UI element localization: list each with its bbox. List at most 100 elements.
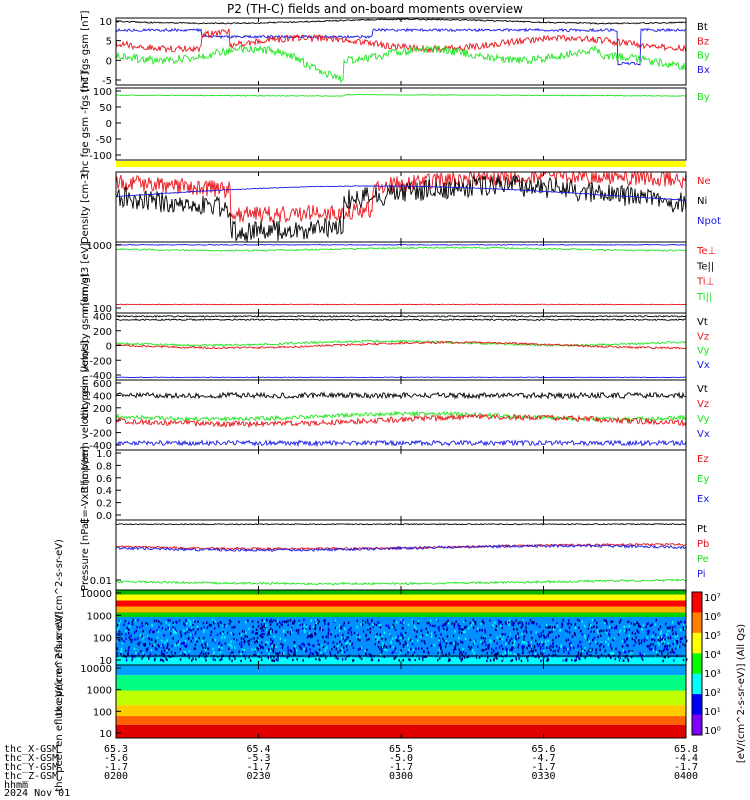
ytick-fge: 100 — [93, 87, 112, 98]
ytick-efield: 0.8 — [96, 461, 112, 472]
footer-label: thc_X-GSM — [4, 753, 58, 764]
ytick-fge: -50 — [96, 135, 112, 146]
series-ne — [115, 170, 687, 224]
footer-value: -4.4 — [674, 753, 698, 764]
legend-temperature-Te||: Te|| — [696, 261, 714, 272]
legend-pressure-Pb: Pb — [697, 539, 709, 550]
legend-pressure-Pt: Pt — [697, 524, 707, 535]
ytick-fge: 0 — [106, 119, 112, 130]
series-npot — [115, 185, 686, 201]
xtick: 65.5 — [389, 744, 413, 755]
legend-density-Npot: Npot — [697, 216, 721, 227]
ytick-fge: -100 — [89, 151, 112, 162]
ytick-peer: 1000 — [87, 686, 112, 697]
plot-title: P2 (TH-C) fields and on-board moments ov… — [227, 2, 523, 16]
ylabel-temperature: mom gt3 [eV] — [80, 243, 91, 312]
footer-label: thc_Y-GSM — [4, 762, 58, 773]
legend-peim_velocity-Vz: Vz — [697, 331, 709, 342]
panel-frame-5 — [115, 379, 687, 451]
series-peem-vt — [115, 391, 687, 400]
series-bx — [115, 27, 687, 66]
spectrogram-peir-noise — [116, 618, 688, 663]
series-ti-perp — [115, 303, 687, 306]
ylabel-peir: thc peir en eflux eV/(cm^2-s-sr-eV) — [54, 539, 65, 716]
legend-peem_velocity-Vx: Vx — [697, 429, 710, 440]
ytick-peim_velocity: -200 — [89, 356, 112, 367]
legend-temperature-Te⊥: Te⊥ — [696, 246, 716, 257]
legend-density-Ni: Ni — [697, 196, 707, 207]
series-peim-vy — [115, 339, 687, 347]
ytick-fgs: 0 — [106, 56, 112, 67]
ylabel-peem_velocity: thc peem velocity gsm [km/s] — [80, 340, 91, 489]
ytick-temperature: 1000 — [87, 241, 112, 252]
xtick: 65.3 — [104, 744, 128, 755]
ytick-fge: 50 — [99, 103, 112, 114]
spectrogram-peer — [116, 665, 686, 738]
ytick-peem_velocity: 0 — [106, 416, 112, 427]
ytick-efield: 0.6 — [96, 474, 112, 485]
xtick: 65.8 — [674, 744, 698, 755]
ylabel-peim_velocity: thc peim velocity gsm [km/s] — [80, 274, 91, 420]
footer-value: 0400 — [674, 771, 698, 782]
series-peem-vx — [115, 439, 687, 448]
footer-value: -4.7 — [531, 753, 555, 764]
series-peim-vz — [115, 340, 687, 350]
ytick-peem_velocity: 400 — [93, 391, 112, 402]
footer-value: -1.7 — [104, 762, 128, 773]
ytick-peir: 10 — [99, 656, 112, 667]
ylabel-fge: thc fge gsm -fgs [nT] — [80, 72, 91, 177]
ytick-peim_velocity: 0 — [106, 342, 112, 353]
footer-value: 0300 — [389, 771, 413, 782]
colorbar-tick: 10² — [704, 688, 721, 699]
legend-fgs-Bt: Bt — [697, 22, 708, 33]
footer-value: 0330 — [531, 771, 555, 782]
ylabel-peer: thc peer en eflux eV/(cm^2-s-sr-eV) — [54, 611, 65, 791]
legend-efield-Ey: Ey — [697, 474, 709, 485]
legend-temperature-Ti⊥: Ti⊥ — [696, 277, 714, 288]
ylabel-density: Density [cm-3] — [80, 170, 91, 244]
ytick-peem_velocity: 600 — [93, 379, 112, 390]
ylabel-efield: E=-VxB [mV/m] — [80, 446, 91, 524]
colorbar-tick: 10³ — [704, 669, 721, 680]
ytick-efield: 0.4 — [96, 486, 112, 497]
legend-peem_velocity-Vt: Vt — [697, 384, 708, 395]
colorbar — [691, 591, 703, 736]
colorbar-tick: 10⁴ — [704, 650, 721, 661]
legend-pressure-Pi: Pi — [697, 569, 706, 580]
series-pb — [115, 542, 687, 551]
ytick-peem_velocity: -200 — [89, 429, 112, 440]
ytick-fgs: -5 — [102, 76, 112, 87]
legend-peem_velocity-Vy: Vy — [697, 414, 710, 425]
series-peem-vy — [115, 410, 687, 423]
ytick-efield: 1.0 — [96, 449, 112, 460]
panel-frame-1 — [115, 87, 687, 161]
panel-frame-7 — [115, 519, 687, 591]
footer-value: -1.7 — [246, 762, 270, 773]
ytick-peim_velocity: 400 — [93, 312, 112, 323]
legend-efield-Ez: Ez — [697, 454, 709, 465]
ytick-peer: 100 — [93, 707, 112, 718]
colorbar-tick: 10⁶ — [704, 612, 721, 623]
ytick-fgs: 5 — [106, 37, 112, 48]
footer-value: -1.7 — [674, 762, 698, 773]
ytick-peim_velocity: -400 — [89, 371, 112, 382]
footer-value: -5.3 — [246, 753, 270, 764]
series-peim-vt2 — [115, 318, 687, 322]
footer-date: 2024 Nov 01 — [4, 788, 70, 799]
legend-density-Ne: Ne — [697, 176, 711, 187]
legend-pressure-Pe: Pe — [697, 554, 709, 565]
ytick-peer: 10 — [99, 729, 112, 740]
legend-peim_velocity-Vx: Vx — [697, 360, 710, 371]
legend-fgs-By: By — [697, 51, 710, 62]
series-pe — [115, 578, 687, 586]
colorbar-tick: 10¹ — [704, 707, 721, 718]
xtick: 65.6 — [531, 744, 555, 755]
legend-fgs-Bx: Bx — [697, 65, 710, 76]
series-peem-vz — [115, 413, 687, 429]
legend-peim_velocity-Vy: Vy — [697, 346, 710, 357]
series-fge-by — [116, 93, 687, 97]
footer-value: 0200 — [104, 771, 128, 782]
ytick-peir: 100 — [93, 634, 112, 645]
colorbar-tick: 10⁷ — [704, 593, 721, 604]
